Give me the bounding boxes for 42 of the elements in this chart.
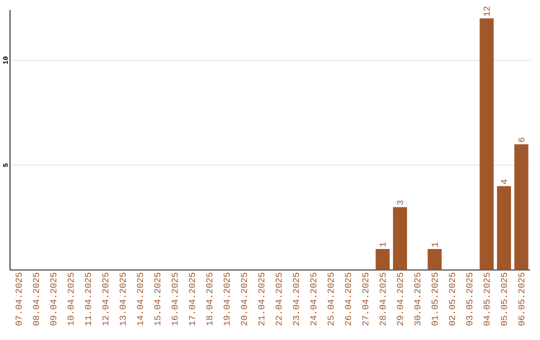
bar [514,144,528,270]
x-tick-label: 13.04.2025 [120,272,126,326]
x-tick-label: 07.04.2025 [16,272,22,326]
data-label: 4 [501,180,507,184]
x-tick-label: 20.04.2025 [240,272,248,326]
x-tick-label: 19.04.2025 [224,272,230,326]
x-tick-label: 16.04.2025 [172,272,178,326]
x-tick-label: 30.04.2025 [414,272,420,326]
x-tick-label: 26.04.2025 [344,272,352,326]
x-tick-label: 15.04.2025 [154,272,160,326]
x-tick-label: 28.04.2025 [380,272,386,326]
data-label: 3 [396,200,404,205]
x-tick-label: 24.04.2025 [310,272,316,326]
x-tick-label: 10.04.2025 [68,272,74,326]
x-tick-label: 21.04.2025 [258,272,264,326]
bar [480,18,494,270]
x-tick-label: 14.04.2025 [136,272,144,326]
bar [497,186,512,270]
x-tick-label: 18.04.2025 [206,272,212,326]
x-tick-label: 17.04.2025 [188,272,196,326]
x-tick-label: 11.04.2025 [84,272,92,326]
data-label: 1 [432,242,438,247]
x-tick-label: 25.04.2025 [328,272,334,326]
x-tick-label: 03.05.2025 [466,272,472,326]
x-tick-label: 27.04.2025 [362,272,368,326]
bar [393,207,408,270]
data-label: 1 [380,242,386,247]
x-tick-label: 06.05.2025 [518,272,524,326]
bar [428,249,442,270]
x-tick-label: 22.04.2025 [276,272,282,326]
x-tick-label: 02.05.2025 [448,272,456,326]
x-tick-label: 04.05.2025 [484,272,490,326]
x-tick-label: 05.05.2025 [500,272,508,326]
x-tick-label: 29.04.2025 [396,272,404,326]
data-label: 6 [518,138,524,142]
x-tick-label: 23.04.2025 [292,272,300,326]
x-tick-label: 12.04.2025 [102,272,108,326]
x-tick-label: 01.05.2025 [432,272,438,326]
x-tick-label: 08.04.2025 [32,272,40,326]
data-label: 12 [484,6,490,16]
x-tick-label: 09.04.2025 [50,272,56,326]
bar [376,249,390,270]
